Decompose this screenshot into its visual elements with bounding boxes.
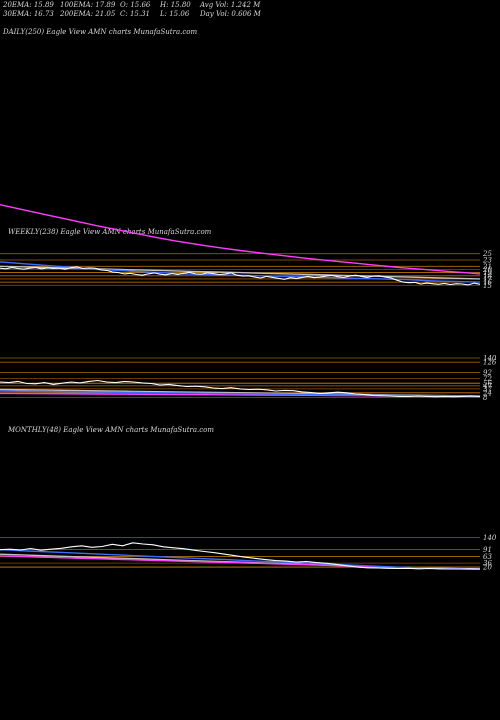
daily-tick-label: 16: [483, 279, 492, 287]
header-day-volume: Day Vol: 0.606 M: [200, 10, 261, 18]
weekly-panel-title: WEEKLY(238) Eagle View AMN charts Munafa…: [8, 228, 212, 236]
header-low: L: 15.06: [160, 10, 190, 18]
daily-tick-label: 15: [483, 282, 492, 290]
daily-series-line: [0, 204, 481, 275]
daily-tick-label: 19: [483, 269, 492, 277]
monthly-series-line: [0, 542, 481, 570]
daily-tick-label: 17: [483, 275, 492, 283]
weekly-tick-label: 72: [483, 375, 492, 383]
weekly-tick-label: 126: [483, 359, 497, 367]
monthly-tick-label: 91: [483, 546, 492, 554]
monthly-tick-label: 140: [483, 534, 497, 542]
monthly-tick-label: 63: [483, 553, 492, 561]
header-30ema: 30EMA: 16.73: [3, 10, 54, 18]
daily-tick-label: 20: [482, 266, 492, 274]
monthly-series-line: [0, 549, 481, 570]
daily-series-line: [0, 266, 481, 286]
header-close: C: 15.31: [120, 10, 150, 18]
daily-tick-label: 18: [483, 272, 492, 280]
weekly-tick-label: 24: [482, 389, 492, 397]
weekly-tick-label: 8: [483, 394, 488, 402]
monthly-tick-label: 36: [483, 560, 492, 568]
daily-tick-label: 21: [482, 263, 492, 271]
header-high: H: 15.80: [160, 1, 191, 9]
weekly-series-line: [0, 379, 481, 398]
header-100ema: 100EMA: 17.89: [60, 1, 116, 9]
header-200ema: 200EMA: 21.05: [60, 10, 116, 18]
header-avg-volume: Avg Vol: 1.242 M: [200, 1, 261, 9]
weekly-series-line: [0, 390, 481, 398]
weekly-tick-label: 92: [483, 369, 492, 377]
daily-tick-label: 25: [482, 250, 492, 258]
header-20ema: 20EMA: 15.89: [3, 1, 54, 9]
daily-tick-label: 23: [482, 257, 492, 265]
weekly-tick-label: 47: [482, 382, 492, 390]
header-open: O: 15.66: [120, 1, 151, 9]
monthly-tick-label: 20: [482, 564, 492, 572]
daily-panel-title: DAILY(250) Eagle View AMN charts MunafaS…: [3, 28, 198, 36]
monthly-panel-title: MONTHLY(48) Eagle View AMN charts Munafa…: [8, 426, 215, 434]
weekly-tick-label: 56: [483, 380, 492, 388]
weekly-tick-label: 140: [483, 355, 497, 363]
weekly-tick-label: 37: [483, 385, 492, 393]
